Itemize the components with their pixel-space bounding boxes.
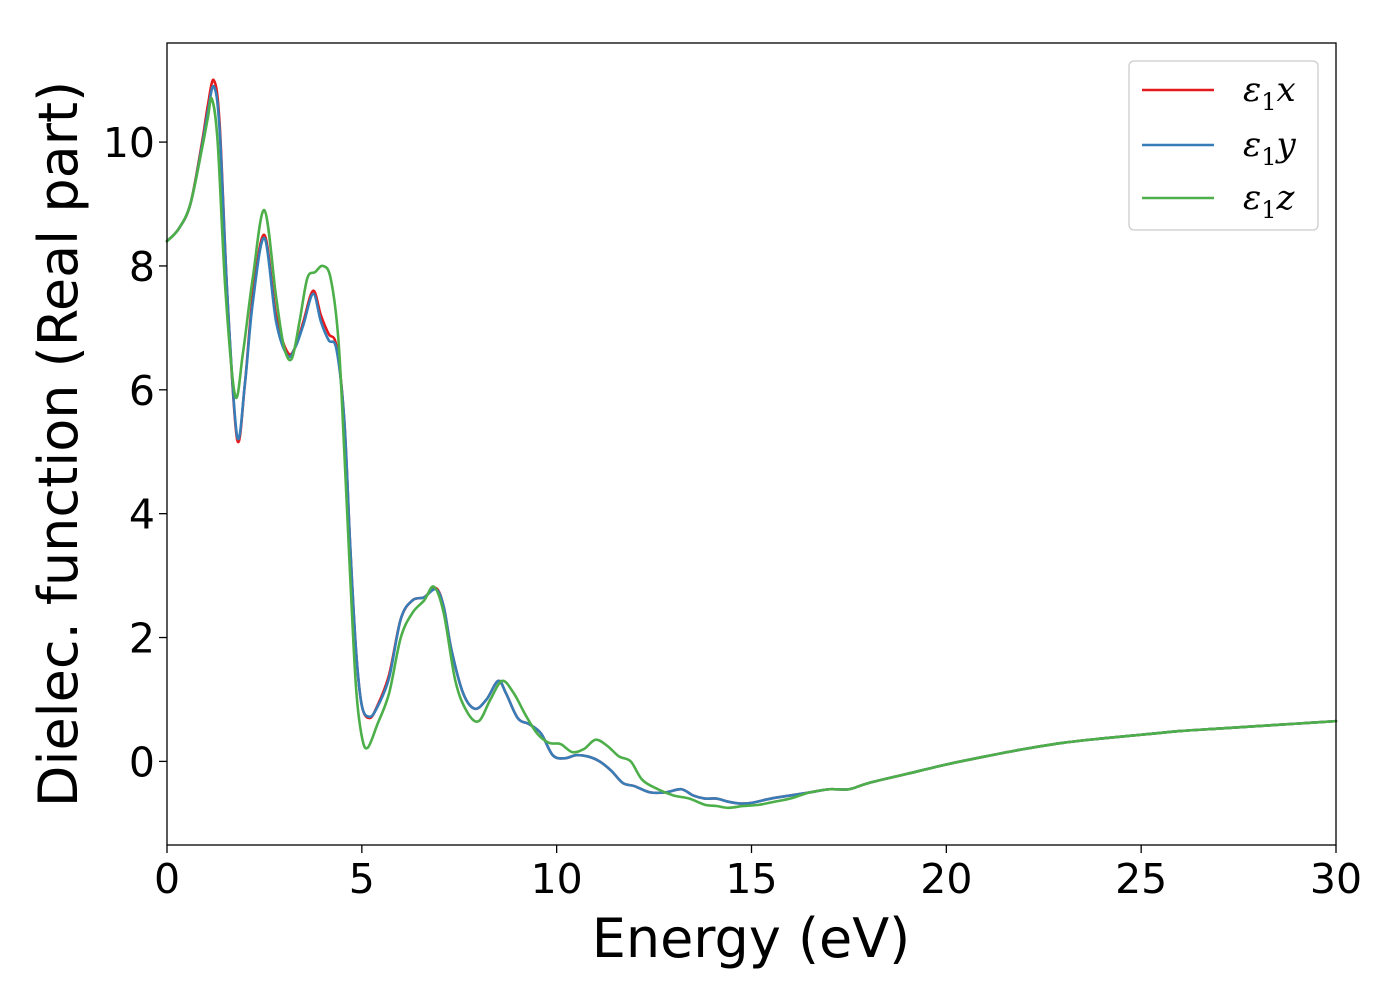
series-line-z: [165, 96, 1338, 810]
y-axis-title: Dielec. function (Real part): [27, 81, 90, 807]
y-tick-label: 6: [129, 367, 155, 415]
x-tick-label: 0: [154, 855, 180, 903]
legend-box: [1128, 60, 1319, 231]
x-tick-label: 20: [920, 855, 972, 903]
legend-label-y: ε1y: [1243, 125, 1297, 171]
y-tick-label: 2: [129, 615, 155, 663]
x-axis-title: Energy (eV): [592, 907, 911, 970]
y-tick-label: 10: [103, 119, 155, 167]
series-layer: [165, 78, 1338, 810]
legend: ε1x ε1y ε1z: [1128, 60, 1319, 231]
x-tick-label: 10: [531, 855, 583, 903]
y-tick-label: 8: [129, 243, 155, 291]
y-axis: 0 2 4 6 8 10: [103, 119, 167, 786]
legend-label-x: ε1x: [1243, 70, 1296, 116]
legend-label-z: ε1z: [1243, 178, 1296, 224]
x-axis: 0 5 10 15 20 25 30: [154, 845, 1362, 903]
y-tick-label: 0: [129, 738, 155, 786]
x-tick-label: 15: [725, 855, 777, 903]
x-tick-label: 30: [1310, 855, 1362, 903]
y-tick-label: 4: [129, 491, 155, 539]
x-tick-label: 5: [349, 855, 375, 903]
x-tick-label: 25: [1115, 855, 1167, 903]
